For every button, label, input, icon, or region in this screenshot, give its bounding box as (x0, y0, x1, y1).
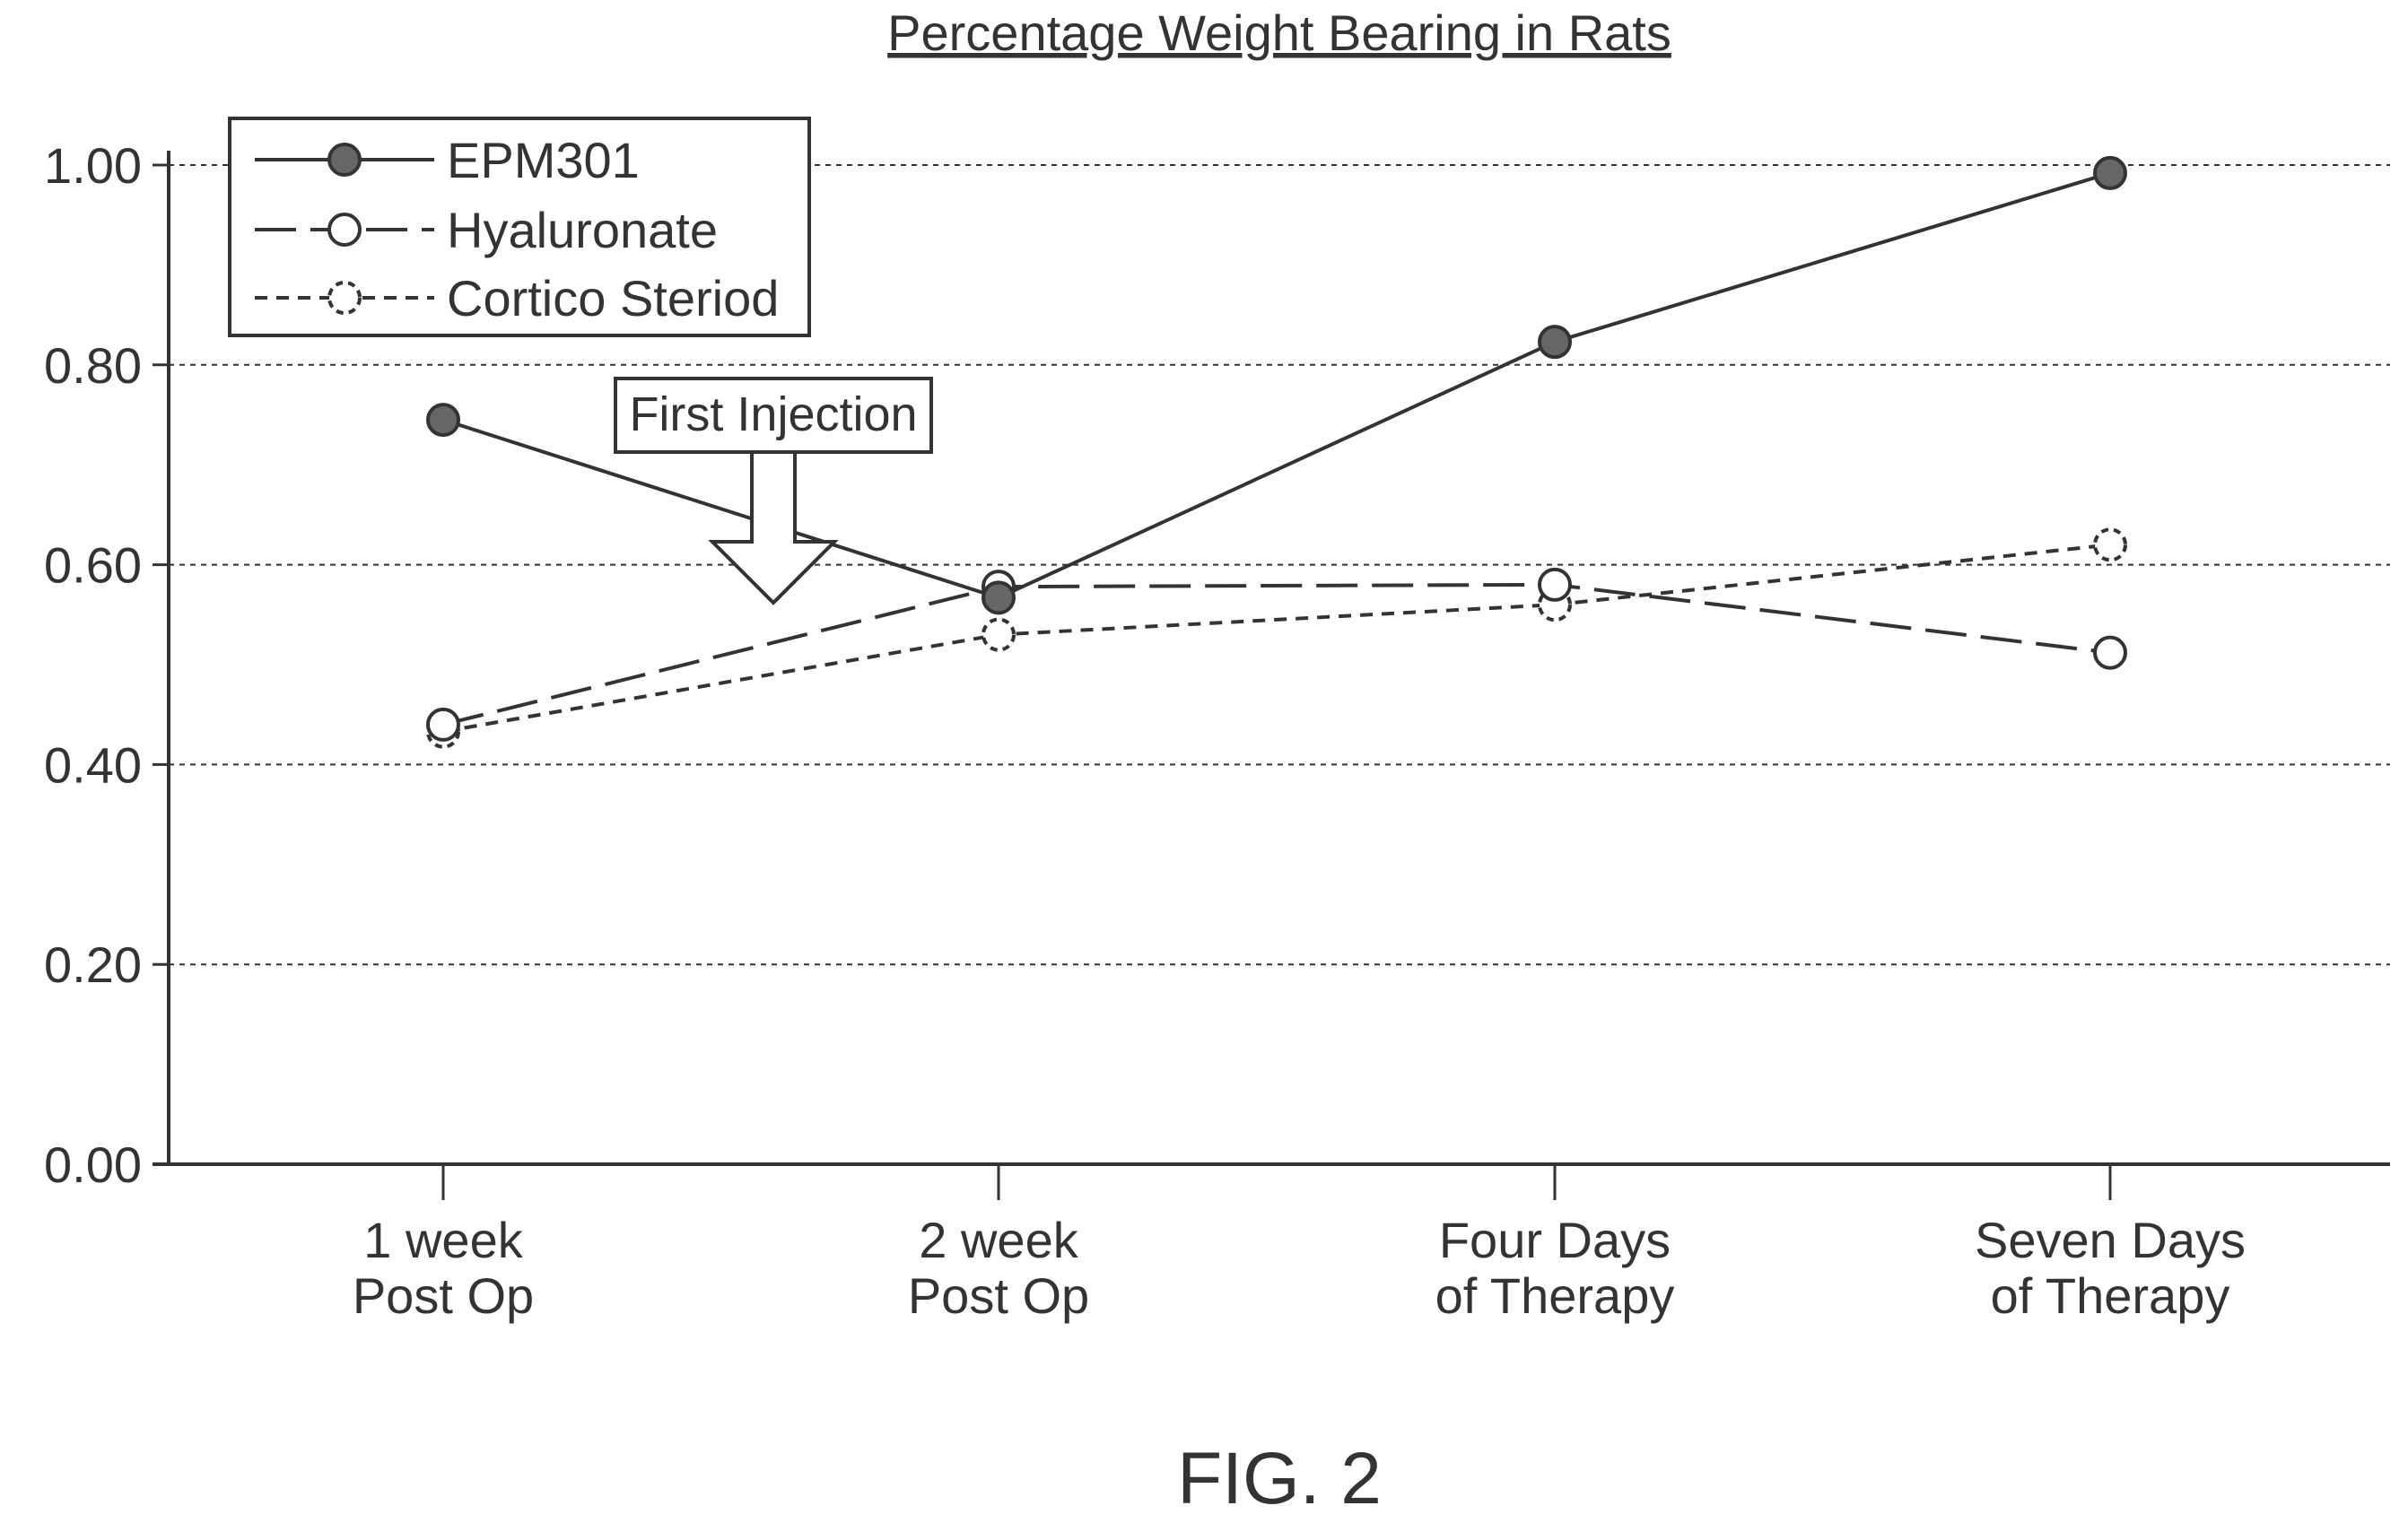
data-point (1538, 325, 1572, 360)
annotation-first-injection: First Injection (614, 377, 933, 605)
grid-layer (169, 164, 2390, 966)
x-tick-label: 1 week Post Op (353, 1212, 534, 1324)
data-point (2093, 155, 2127, 190)
x-tick-label-line: Seven Days (1975, 1212, 2246, 1268)
legend-swatch-marker (327, 281, 362, 315)
data-point (982, 580, 1016, 615)
y-tick-label: 0.20 (44, 936, 142, 993)
series-line (442, 582, 2111, 727)
legend-label: Hyaluronate (447, 202, 718, 258)
data-point (2093, 527, 2127, 562)
chart-title: Percentage Weight Bearing in Rats (887, 4, 1671, 61)
data-point (982, 617, 1016, 652)
legend-swatch-marker (327, 143, 362, 177)
annotation-arrow (708, 450, 839, 605)
y-tick-label: 0.60 (44, 537, 142, 594)
data-point (426, 707, 460, 742)
x-tick-label-line: 2 week (919, 1212, 1078, 1268)
x-tick-label-line: Post Op (353, 1267, 534, 1324)
x-tick-label-line: Post Op (908, 1267, 1089, 1324)
legend-label: Cortico Steriod (447, 270, 779, 326)
x-tick-label-line: 1 week (363, 1212, 523, 1268)
x-tick-label-line: of Therapy (1991, 1267, 2230, 1324)
legend-item-hyaluronate: Hyaluronate (255, 202, 718, 258)
x-tick-label: 2 week Post Op (908, 1212, 1089, 1324)
annotation-box (614, 377, 933, 454)
legend-item-cortico-steriod: Cortico Steriod (255, 270, 779, 326)
series-layer (426, 155, 2127, 749)
legend-swatch-marker (327, 213, 362, 247)
data-point (1538, 567, 1572, 602)
series-cortico-steriod (426, 527, 2127, 749)
legend: EPM301 Hyaluronate Cortico Steriod (228, 117, 811, 337)
legend-label: EPM301 (447, 132, 640, 188)
data-point (2093, 635, 2127, 670)
annotation-layer: First Injection (614, 377, 933, 605)
x-tick-label: Four Days of Therapy (1435, 1212, 1675, 1324)
legend-item-epm301: EPM301 (255, 132, 640, 188)
series-line (442, 543, 2111, 734)
annotation-text: First Injection (629, 387, 917, 441)
y-tick-label: 0.40 (44, 736, 142, 793)
axis-layer: 0.000.200.400.600.801.001 week Post Op2 w… (44, 137, 2390, 1324)
series-line (442, 170, 2111, 600)
x-tick-label-line: of Therapy (1435, 1267, 1675, 1324)
y-tick-label: 1.00 (44, 137, 142, 194)
figure-caption: FIG. 2 (1177, 1438, 1382, 1519)
series-epm301 (426, 155, 2127, 615)
x-tick-label: Seven Days of Therapy (1975, 1212, 2246, 1324)
data-point (426, 403, 460, 438)
series-hyaluronate (426, 567, 2127, 742)
x-tick-label-line: Four Days (1439, 1212, 1671, 1268)
y-tick-label: 0.80 (44, 337, 142, 394)
y-tick-label: 0.00 (44, 1136, 142, 1193)
